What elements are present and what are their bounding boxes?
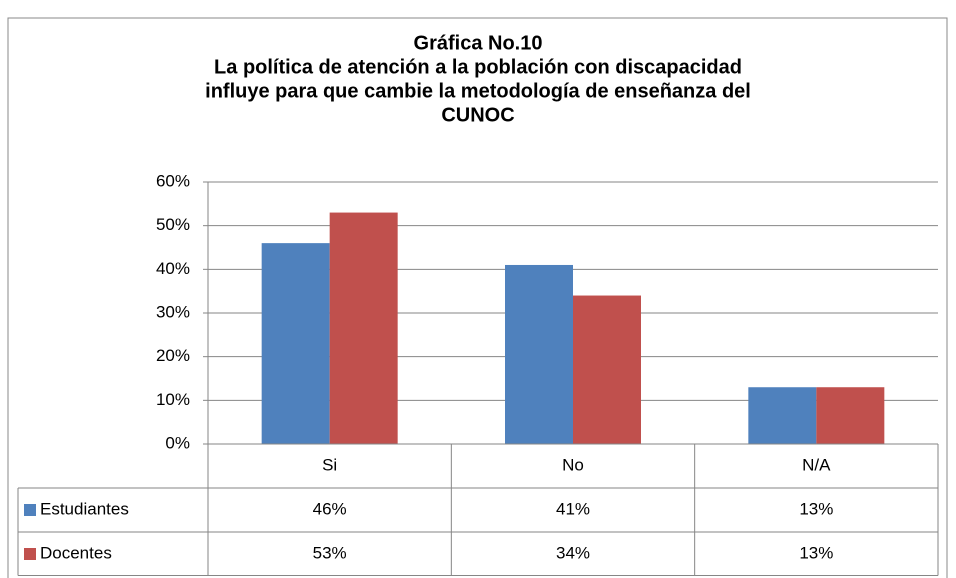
x-tick-label: Si <box>322 455 337 474</box>
bar <box>505 264 573 444</box>
bar <box>748 387 817 444</box>
y-tick-label: 60% <box>156 171 190 190</box>
legend-label: Estudiantes <box>40 499 129 518</box>
legend-label: Docentes <box>40 543 112 562</box>
y-tick-label: 10% <box>156 390 190 409</box>
table-value: 34% <box>556 543 590 562</box>
table-value: 46% <box>313 499 347 518</box>
y-tick-label: 50% <box>156 215 190 234</box>
y-tick-label: 20% <box>156 346 190 365</box>
bar <box>816 387 885 444</box>
bar <box>261 243 330 444</box>
x-tick-label: N/A <box>802 455 831 474</box>
legend-swatch <box>24 504 36 516</box>
y-tick-label: 40% <box>156 259 190 278</box>
chart-title: influye para que cambie la metodología d… <box>205 80 751 102</box>
x-tick-label: No <box>562 455 584 474</box>
table-value: 13% <box>799 499 833 518</box>
table-value: 13% <box>799 543 833 562</box>
chart-title: Gráfica No.10 <box>414 32 543 54</box>
bar <box>329 212 398 444</box>
chart-title: La política de atención a la población c… <box>214 56 742 78</box>
chart-title: CUNOC <box>441 104 514 126</box>
table-value: 53% <box>313 543 347 562</box>
y-tick-label: 0% <box>165 433 190 452</box>
y-tick-label: 30% <box>156 302 190 321</box>
frame <box>7 17 948 578</box>
table-value: 41% <box>556 499 590 518</box>
legend-swatch <box>24 548 36 560</box>
bar <box>573 295 641 444</box>
